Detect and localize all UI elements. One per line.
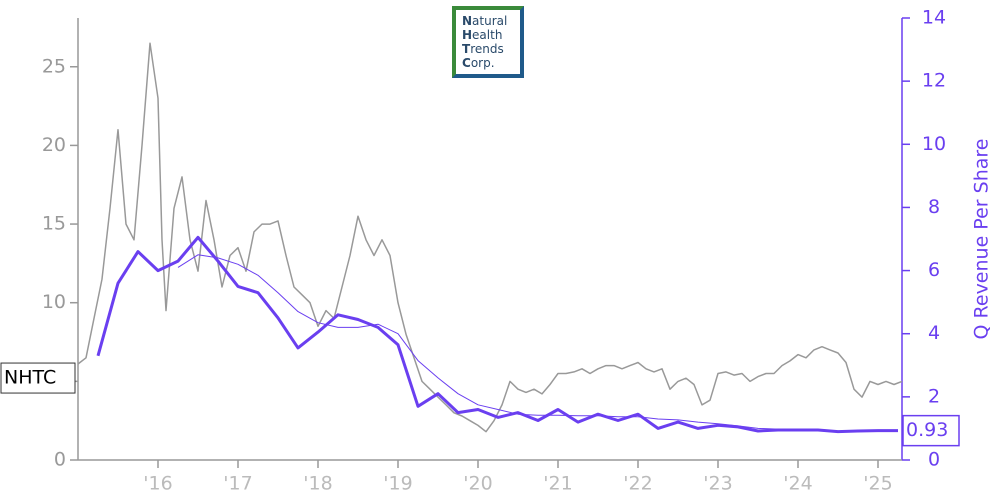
x-tick-label: '16 xyxy=(143,473,172,495)
x-tick-label: '25 xyxy=(863,473,892,495)
line xyxy=(177,254,898,432)
x-tick-label: '18 xyxy=(303,473,332,495)
ticker-label: NHTC xyxy=(4,367,56,389)
y2-tick-label: 2 xyxy=(928,385,940,407)
logo-line: Trends xyxy=(462,42,504,56)
y2-tick-label: 6 xyxy=(928,259,940,281)
x-tick-label: '24 xyxy=(783,473,812,495)
y-tick-label: 25 xyxy=(42,55,66,77)
y2-tick-label: 8 xyxy=(928,196,940,218)
line xyxy=(77,42,903,433)
y2-tick-label: 4 xyxy=(928,322,940,344)
x-tick-label: '21 xyxy=(543,473,572,495)
y2-tick-label: 10 xyxy=(922,133,946,155)
logo-line: Natural xyxy=(462,14,508,28)
logo: Natural Health Trends Corp. xyxy=(452,6,524,78)
last-value-label: 0.93 xyxy=(906,419,948,441)
y2-tick-label: 12 xyxy=(922,70,946,92)
logo-line: Corp. xyxy=(462,56,495,70)
y2-tick-label: 14 xyxy=(922,7,946,29)
x-tick-label: '19 xyxy=(383,473,412,495)
y2-tick-label: 0 xyxy=(928,449,940,471)
x-tick-label: '17 xyxy=(223,473,252,495)
y2-axis-label: Q Revenue Per Share xyxy=(971,139,993,340)
line xyxy=(96,235,898,434)
y-tick-label: 0 xyxy=(54,449,66,471)
y-tick-label: 20 xyxy=(42,134,66,156)
y-tick-label: 15 xyxy=(42,213,66,235)
x-tick-label: '22 xyxy=(623,473,652,495)
x-tick-label: '20 xyxy=(463,473,492,495)
x-tick-label: '23 xyxy=(703,473,732,495)
ticker-box xyxy=(0,362,76,394)
last-value-box xyxy=(902,414,960,447)
y-tick-label: 10 xyxy=(42,291,66,313)
logo-line: Health xyxy=(462,28,503,42)
